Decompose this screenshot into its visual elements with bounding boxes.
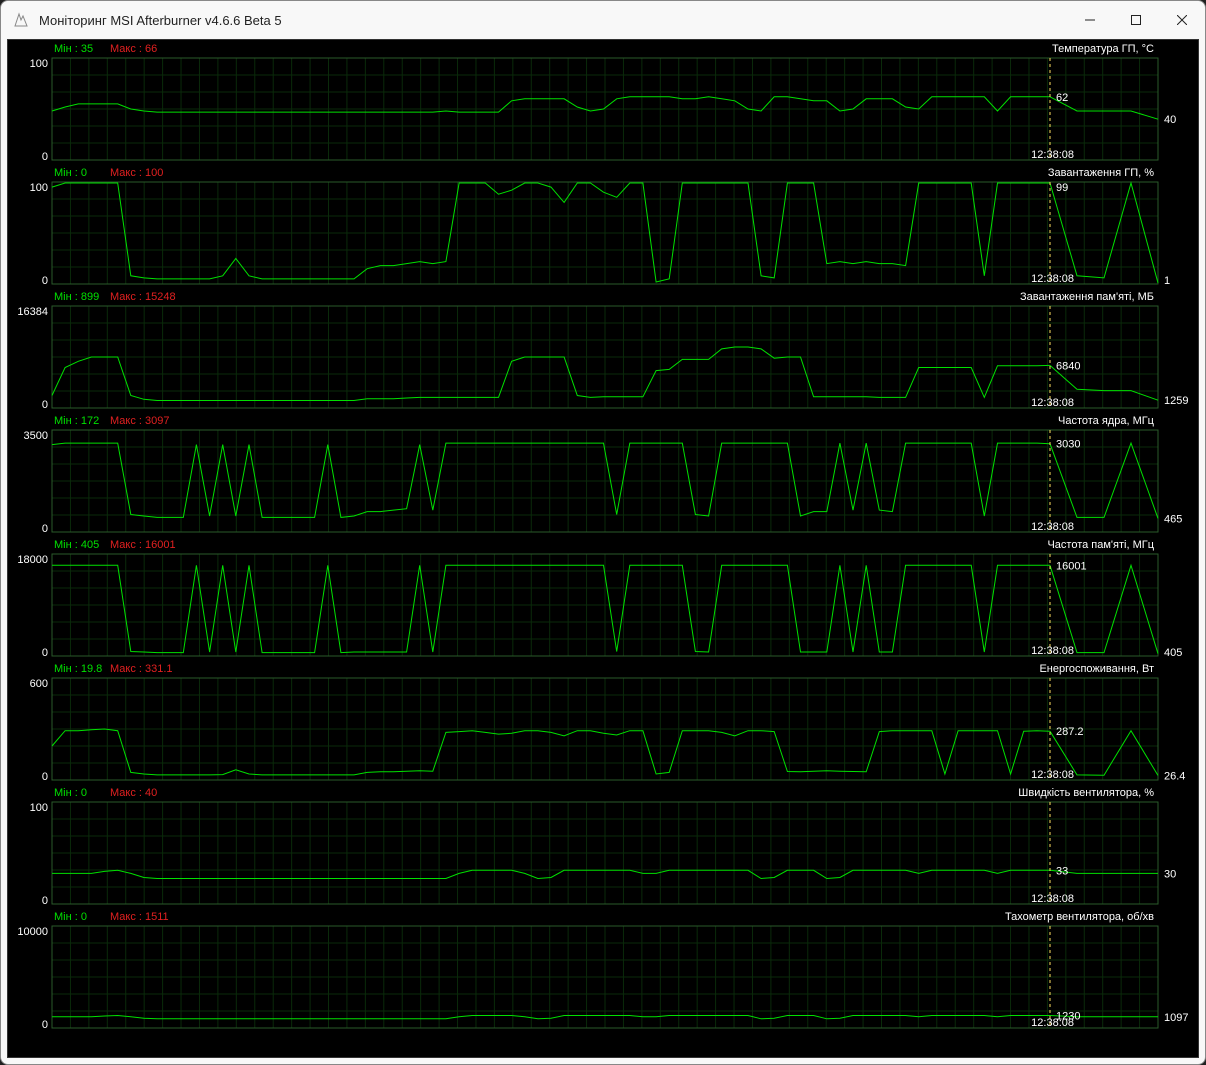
y-bot-label: 0 bbox=[42, 399, 48, 411]
panel-title: Енергоспоживання, Вт bbox=[1039, 663, 1154, 675]
max-label: Макс : 3097 bbox=[110, 415, 169, 427]
panel-title: Завантаження пам'яті, МБ bbox=[1020, 291, 1154, 303]
y-top-label: 16384 bbox=[17, 306, 48, 318]
marker-timestamp: 12:38:08 bbox=[1031, 893, 1074, 905]
y-bot-label: 0 bbox=[42, 151, 48, 163]
y-top-label: 10000 bbox=[17, 926, 48, 938]
min-label: Мін : 0 bbox=[54, 911, 87, 923]
app-icon bbox=[13, 12, 29, 28]
chart-area[interactable]: Мін : 35 Макс : 66 Температура ГП, °C 10… bbox=[7, 39, 1199, 1058]
chart-panel-core-clock[interactable]: Мін : 172 Макс : 3097 Частота ядра, МГц … bbox=[8, 412, 1198, 536]
marker-value: 33 bbox=[1056, 865, 1068, 877]
marker-value: 16001 bbox=[1056, 560, 1087, 572]
current-value: 1097 bbox=[1164, 1012, 1188, 1024]
marker-value: 3030 bbox=[1056, 439, 1080, 451]
marker-value: 99 bbox=[1056, 182, 1068, 194]
min-label: Мін : 405 bbox=[54, 539, 99, 551]
marker-timestamp: 12:38:08 bbox=[1031, 645, 1074, 657]
current-value: 465 bbox=[1164, 513, 1182, 525]
chart-panel-fan-speed[interactable]: Мін : 0 Макс : 40 Швидкість вентилятора,… bbox=[8, 784, 1198, 908]
marker-timestamp: 12:38:08 bbox=[1031, 273, 1074, 285]
min-label: Мін : 35 bbox=[54, 43, 93, 55]
marker-timestamp: 12:38:08 bbox=[1031, 1017, 1074, 1029]
marker-timestamp: 12:38:08 bbox=[1031, 769, 1074, 781]
marker-value: 287.2 bbox=[1056, 726, 1084, 738]
y-top-label: 600 bbox=[30, 678, 48, 690]
max-label: Макс : 15248 bbox=[110, 291, 176, 303]
min-label: Мін : 0 bbox=[54, 167, 87, 179]
max-label: Макс : 331.1 bbox=[110, 663, 173, 675]
y-top-label: 100 bbox=[30, 182, 48, 194]
chart-panel-fan-tach[interactable]: Мін : 0 Макс : 1511 Тахометр вентилятора… bbox=[8, 908, 1198, 1032]
marker-timestamp: 12:38:08 bbox=[1031, 397, 1074, 409]
panel-title: Частота пам'яті, МГц bbox=[1047, 539, 1154, 551]
y-top-label: 3500 bbox=[24, 430, 48, 442]
y-top-label: 18000 bbox=[17, 554, 48, 566]
panel-title: Завантаження ГП, % bbox=[1048, 167, 1154, 179]
app-window: Моніторинг MSI Afterburner v4.6.6 Beta 5… bbox=[0, 0, 1206, 1065]
max-label: Макс : 16001 bbox=[110, 539, 176, 551]
max-label: Макс : 1511 bbox=[110, 911, 169, 923]
min-label: Мін : 19.8 bbox=[54, 663, 102, 675]
current-value: 405 bbox=[1164, 647, 1182, 659]
y-bot-label: 0 bbox=[42, 771, 48, 783]
current-value: 40 bbox=[1164, 114, 1176, 126]
marker-value: 6840 bbox=[1056, 360, 1080, 372]
y-bot-label: 0 bbox=[42, 895, 48, 907]
chart-panel-gpu-temp[interactable]: Мін : 35 Макс : 66 Температура ГП, °C 10… bbox=[8, 40, 1198, 164]
close-button[interactable] bbox=[1159, 1, 1205, 39]
marker-timestamp: 12:38:08 bbox=[1031, 149, 1074, 161]
marker-value: 62 bbox=[1056, 92, 1068, 104]
maximize-button[interactable] bbox=[1113, 1, 1159, 39]
min-label: Мін : 0 bbox=[54, 787, 87, 799]
chart-panel-gpu-usage[interactable]: Мін : 0 Макс : 100 Завантаження ГП, % 10… bbox=[8, 164, 1198, 288]
marker-timestamp: 12:38:08 bbox=[1031, 521, 1074, 533]
y-top-label: 100 bbox=[30, 58, 48, 70]
current-value: 1 bbox=[1164, 275, 1170, 287]
min-label: Мін : 899 bbox=[54, 291, 99, 303]
current-value: 26.4 bbox=[1164, 771, 1185, 783]
window-title: Моніторинг MSI Afterburner v4.6.6 Beta 5 bbox=[39, 13, 1067, 28]
min-label: Мін : 172 bbox=[54, 415, 99, 427]
titlebar[interactable]: Моніторинг MSI Afterburner v4.6.6 Beta 5 bbox=[1, 1, 1205, 39]
current-value: 1259 bbox=[1164, 395, 1188, 407]
max-label: Макс : 66 bbox=[110, 43, 157, 55]
current-value: 30 bbox=[1164, 868, 1176, 880]
max-label: Макс : 100 bbox=[110, 167, 163, 179]
panel-title: Температура ГП, °C bbox=[1052, 43, 1154, 55]
minimize-button[interactable] bbox=[1067, 1, 1113, 39]
y-bot-label: 0 bbox=[42, 1019, 48, 1031]
panel-title: Швидкість вентилятора, % bbox=[1018, 787, 1154, 799]
chart-panel-mem-clock[interactable]: Мін : 405 Макс : 16001 Частота пам'яті, … bbox=[8, 536, 1198, 660]
y-top-label: 100 bbox=[30, 802, 48, 814]
chart-panel-power[interactable]: Мін : 19.8 Макс : 331.1 Енергоспоживання… bbox=[8, 660, 1198, 784]
panel-title: Частота ядра, МГц bbox=[1058, 415, 1155, 427]
y-bot-label: 0 bbox=[42, 647, 48, 659]
y-bot-label: 0 bbox=[42, 523, 48, 535]
max-label: Макс : 40 bbox=[110, 787, 157, 799]
y-bot-label: 0 bbox=[42, 275, 48, 287]
chart-panel-mem-usage[interactable]: Мін : 899 Макс : 15248 Завантаження пам'… bbox=[8, 288, 1198, 412]
panel-title: Тахометр вентилятора, об/хв bbox=[1005, 911, 1154, 923]
